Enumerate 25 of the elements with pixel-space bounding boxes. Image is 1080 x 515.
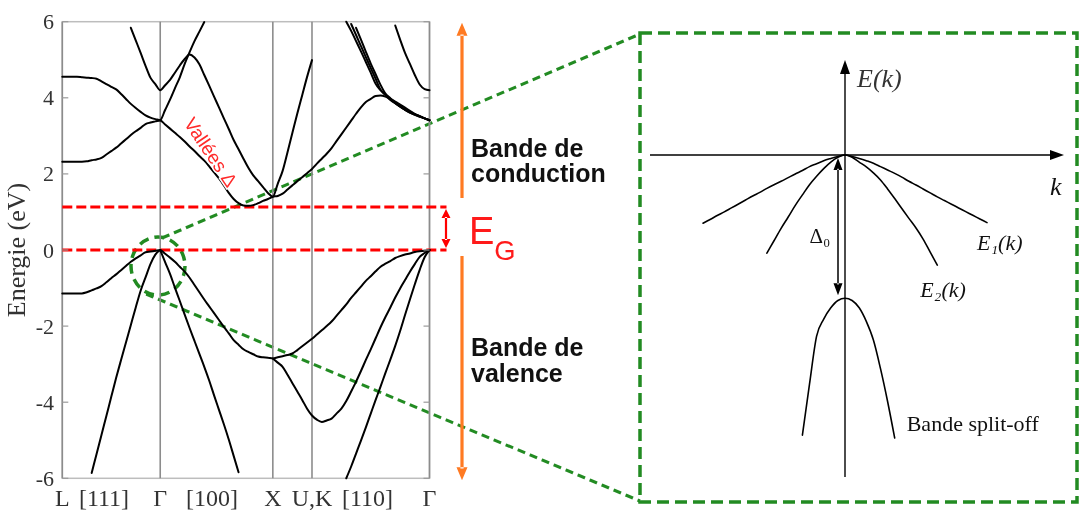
annotation: Δ₀ [809, 224, 831, 248]
series-label: Bande split-off [906, 411, 1040, 436]
y-tick-label: -2 [35, 313, 54, 339]
y-tick-label: 4 [43, 85, 54, 111]
x-tick-label: X [264, 485, 282, 511]
y-tick-label: -6 [35, 465, 54, 491]
x-axis-title: k [1050, 172, 1062, 201]
series-label: E₁(k) [976, 229, 1023, 255]
y-tick-label: 0 [43, 237, 54, 263]
text: Bande de valence [471, 333, 584, 387]
series-label: E₂(k) [919, 277, 966, 303]
y-axis-title: Energie (eV) [2, 182, 31, 318]
y-tick-label: -4 [35, 389, 54, 415]
text: [100] [186, 485, 238, 511]
text: E$_{G}$ [469, 210, 516, 266]
y-tick-label: 2 [43, 161, 54, 187]
text: [111] [78, 485, 130, 511]
x-tick-label: L [54, 485, 70, 511]
text: Bande de conduction [471, 134, 606, 187]
x-tick-label: U,K [291, 485, 333, 511]
x-tick-label: Γ [422, 485, 437, 511]
y-tick-label: 6 [43, 9, 54, 35]
text: [110] [341, 485, 394, 511]
y-axis-title: E(k) [856, 64, 902, 93]
x-tick-label: Γ [153, 485, 168, 511]
